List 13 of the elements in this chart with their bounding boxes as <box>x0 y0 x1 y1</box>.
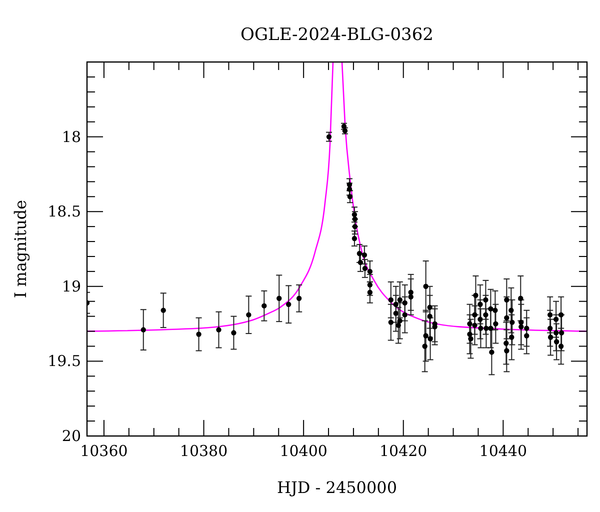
x-tick-label: 10440 <box>479 442 528 460</box>
x-axis-title: HJD - 2450000 <box>276 478 398 497</box>
chart-title: OGLE-2024-BLG-0362 <box>240 25 434 45</box>
y-tick-label: 20 <box>62 427 81 445</box>
x-tick-label: 10380 <box>180 442 228 460</box>
y-axis-title: I magnitude <box>11 200 30 298</box>
y-tick-label: 18.5 <box>48 202 81 221</box>
x-tick-label: 10420 <box>380 442 428 460</box>
x-tick-label: 10360 <box>80 442 128 460</box>
y-tick-label: 19 <box>62 277 81 296</box>
y-tick-label: 19.5 <box>48 352 81 370</box>
x-tick-label: 10400 <box>280 442 328 460</box>
y-tick-label: 18 <box>62 128 81 146</box>
